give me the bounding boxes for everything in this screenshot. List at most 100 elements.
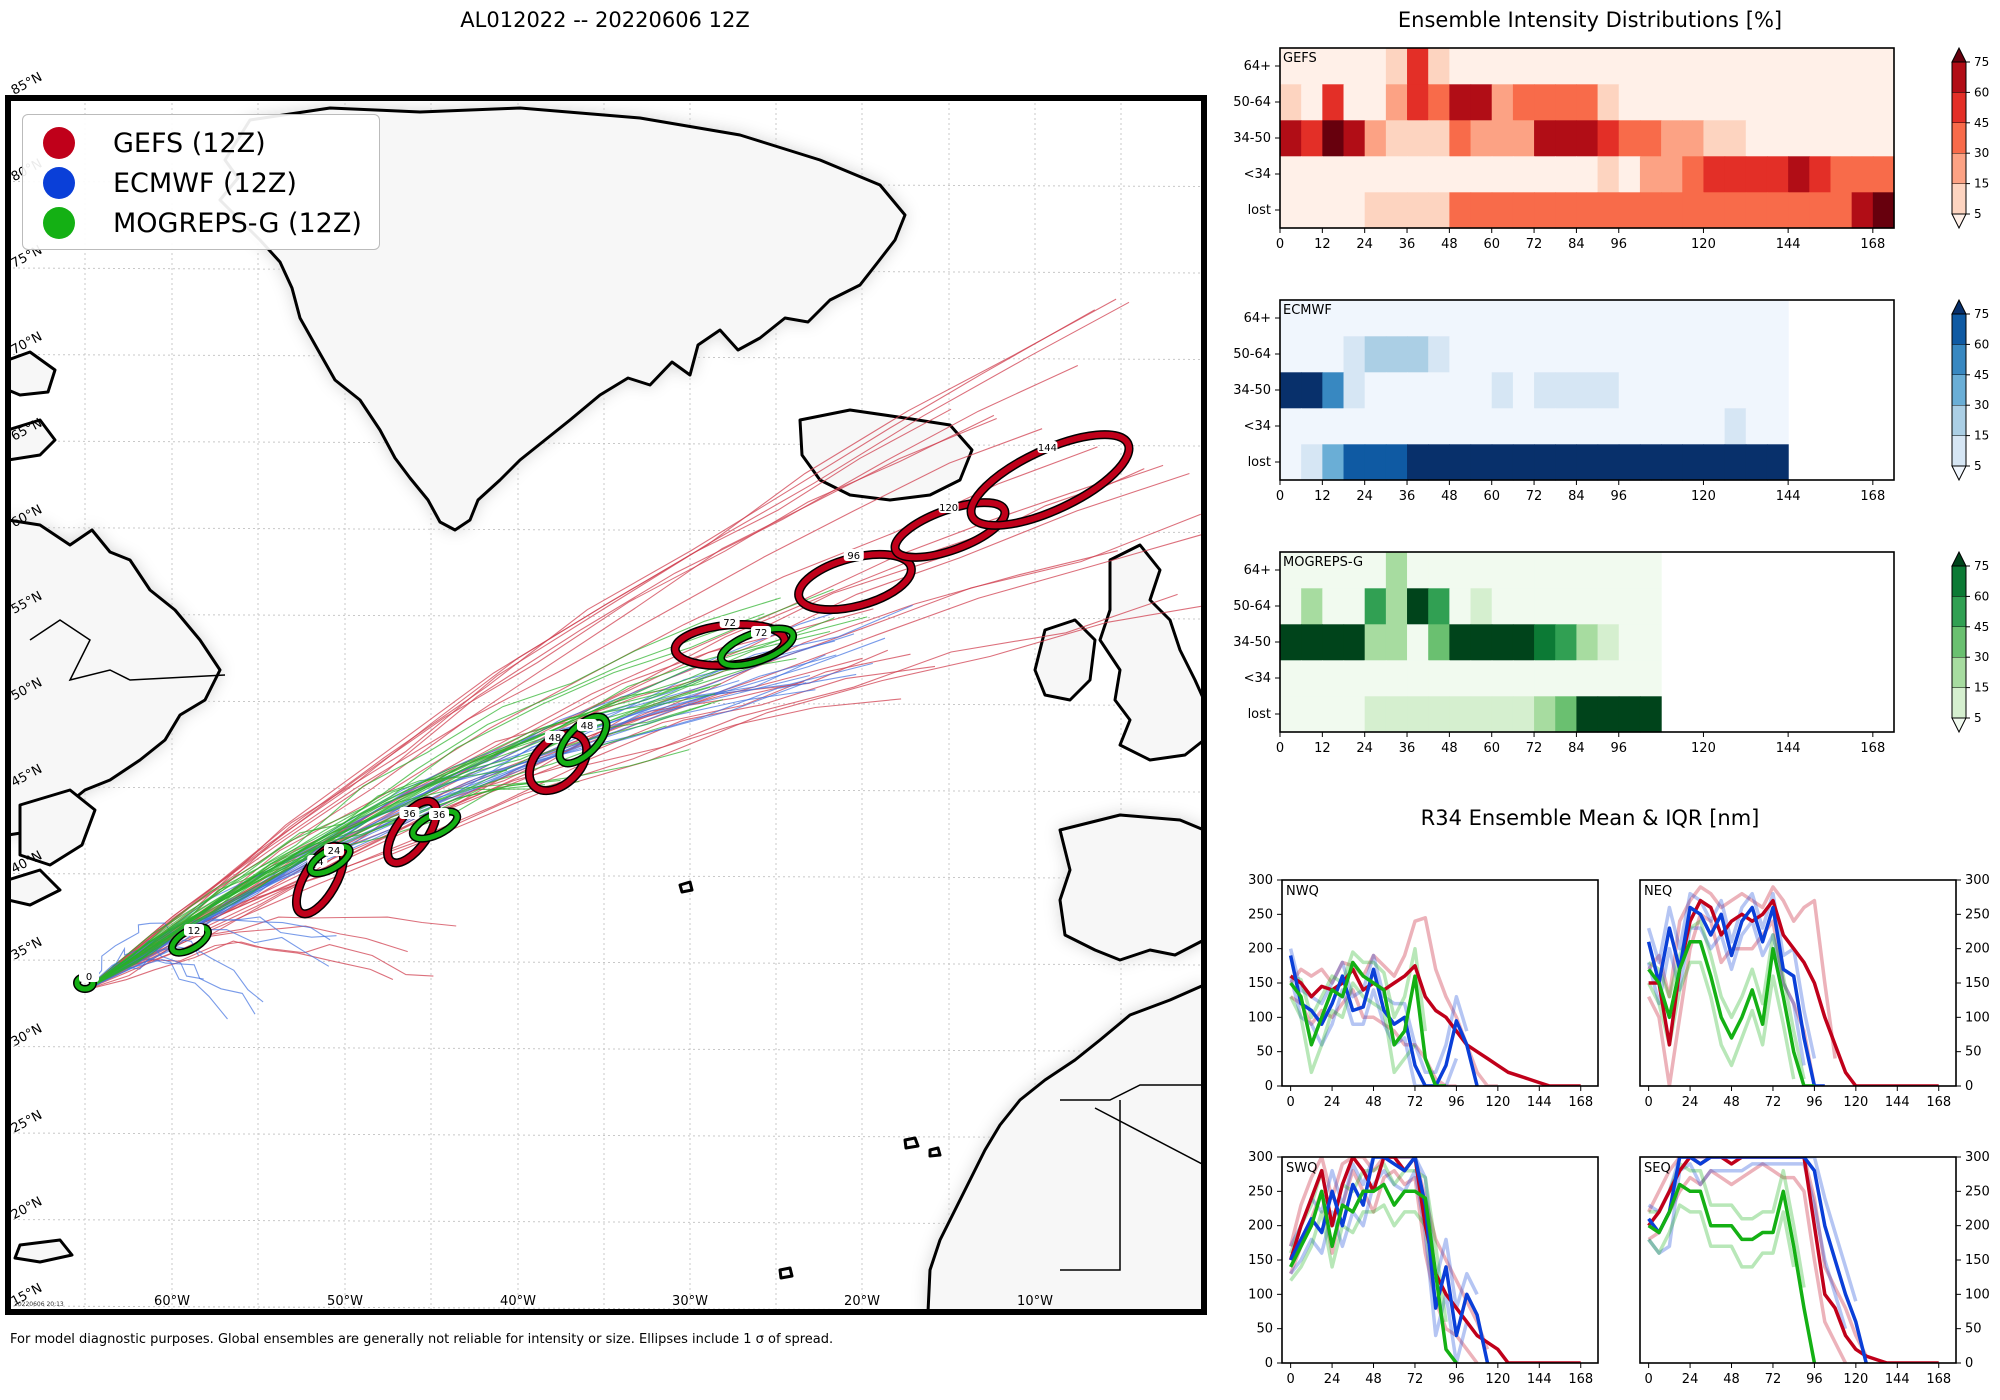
r34-y-tick: 250 [1248, 907, 1273, 922]
colorbar-tick: 60 [1974, 85, 1989, 99]
r34-y-tick: 50 [1965, 1045, 1982, 1060]
heatmap-cell [1449, 624, 1472, 661]
heatmap-cell [1555, 372, 1578, 409]
heatmap-row-label: <34 [1244, 167, 1271, 182]
heatmap-cell [1322, 192, 1345, 229]
mogreps-ellipse: 72 [716, 624, 798, 670]
heatmap-cell [1576, 48, 1599, 85]
heatmap-x-tick: 96 [1610, 489, 1627, 504]
colorbar-segment [1951, 687, 1967, 719]
heatmap-x-tick: 0 [1276, 489, 1284, 504]
r34-iqr-line [1647, 885, 1837, 1059]
mogreps-ellipse-label: 0 [86, 972, 92, 983]
heatmap-cell [1597, 84, 1620, 121]
colorbar-tick: 5 [1974, 459, 1982, 473]
heatmap-cell [1364, 336, 1387, 373]
heatmap-cell [1555, 300, 1578, 337]
heatmap-cell [1364, 696, 1387, 733]
heatmap-cell [1470, 408, 1493, 445]
heatmap-cell [1597, 120, 1620, 157]
r34-title: R34 Ensemble Mean & IQR [nm] [1420, 806, 1760, 830]
r34-panel-label: NWQ [1286, 884, 1319, 899]
heatmap-cell [1851, 48, 1874, 85]
legend-gefs-label: GEFS (12Z) [113, 127, 266, 159]
heatmap-cell [1576, 444, 1599, 481]
heatmap-cell [1343, 624, 1366, 661]
heatmap-x-tick: 72 [1526, 237, 1543, 252]
mogreps-ellipse: 48 [555, 712, 611, 768]
heatmap-cell [1745, 372, 1768, 409]
heatmap-cell [1491, 336, 1514, 373]
heatmap-cell [1703, 408, 1726, 445]
heatmap-cell [1449, 372, 1472, 409]
ensemble-track-line [84, 414, 995, 991]
heatmap-cell [1576, 660, 1599, 697]
heatmap-cell [1534, 48, 1556, 85]
heatmap-cell [1682, 120, 1705, 157]
britain-land [1098, 543, 1204, 762]
heatmap-x-tick: 48 [1441, 741, 1458, 756]
heatmap-cell [1449, 660, 1472, 697]
r34-mean-line [1288, 955, 1479, 1086]
ensemble-track-line [84, 682, 807, 991]
gefs-ellipse-label: 72 [723, 618, 736, 629]
r34-y-tick: 100 [1965, 1010, 1990, 1025]
colorbar-gefs: 5 15 30 45 60 75 [1951, 46, 1989, 230]
heatmap-cell [1555, 444, 1578, 481]
heatmap-cell [1470, 156, 1493, 193]
legend-ecmwf-label: ECMWF (12Z) [113, 167, 297, 199]
heatmap-x-tick: 72 [1526, 741, 1543, 756]
heatmap-cell [1682, 48, 1705, 85]
heatmap-cell [1343, 192, 1366, 229]
r34-x-tick: 24 [1682, 1095, 1699, 1110]
heatmap-cell [1618, 696, 1641, 733]
heatmap-cell [1703, 48, 1726, 85]
r34-x-tick: 120 [1843, 1095, 1868, 1110]
heatmap-cell [1301, 372, 1323, 409]
lon-label: 20°W [844, 1294, 880, 1309]
heatmap-cell [1280, 192, 1302, 229]
colorbar-segment [1951, 565, 1967, 597]
heatmap-cell [1618, 156, 1641, 193]
heatmap-cell [1385, 588, 1408, 625]
heatmap-cell [1639, 48, 1662, 85]
heatmap-cell [1449, 120, 1472, 157]
heatmap-cell [1280, 696, 1302, 733]
heatmap-cell [1512, 408, 1535, 445]
heatmap-cell [1280, 588, 1302, 625]
mogreps-ellipse-label: 48 [581, 721, 594, 732]
heatmap-cell [1512, 444, 1535, 481]
heatmap-cell [1597, 192, 1620, 229]
heatmap-cell [1428, 372, 1450, 409]
heatmap-cell [1364, 372, 1387, 409]
colorbar-extend-min [1951, 717, 1967, 734]
heatmap-cell [1322, 624, 1345, 661]
heatmap-row-label: 64+ [1244, 311, 1271, 326]
heatmap-x-tick: 0 [1276, 237, 1284, 252]
colorbar-segment [1951, 313, 1967, 345]
colorbar-ecmwf: 5 15 30 45 60 75 [1951, 298, 1989, 482]
heatmap-cell [1661, 300, 1683, 337]
ensemble-track-line [84, 309, 1096, 991]
heatmap-cell [1322, 444, 1345, 481]
heatmap-cell [1364, 192, 1387, 229]
heatmap-cell [1809, 84, 1832, 121]
heatmap-cell [1682, 192, 1705, 229]
heatmap-cell [1682, 336, 1705, 373]
heatmap-cell [1703, 120, 1726, 157]
map-title: AL012022 -- 20220606 12Z [460, 8, 750, 32]
ensemble-track-line [84, 780, 544, 991]
heatmap-cell [1491, 84, 1514, 121]
heatmap-cell [1512, 624, 1535, 661]
heatmap-cell [1470, 192, 1493, 229]
colorbar-tick: 75 [1974, 307, 1989, 321]
r34-mean-line [1647, 940, 1815, 1086]
heatmap-cell [1428, 696, 1450, 733]
heatmap-cell [1491, 444, 1514, 481]
colorbar-segment [1951, 657, 1967, 688]
heatmap-cell [1766, 300, 1789, 337]
colorbar-mogreps-g: 5 15 30 45 60 75 [1951, 550, 1989, 734]
heatmap-cell [1618, 660, 1641, 697]
heatmap-cell [1407, 300, 1429, 337]
heatmap-x-tick: 48 [1441, 237, 1458, 252]
